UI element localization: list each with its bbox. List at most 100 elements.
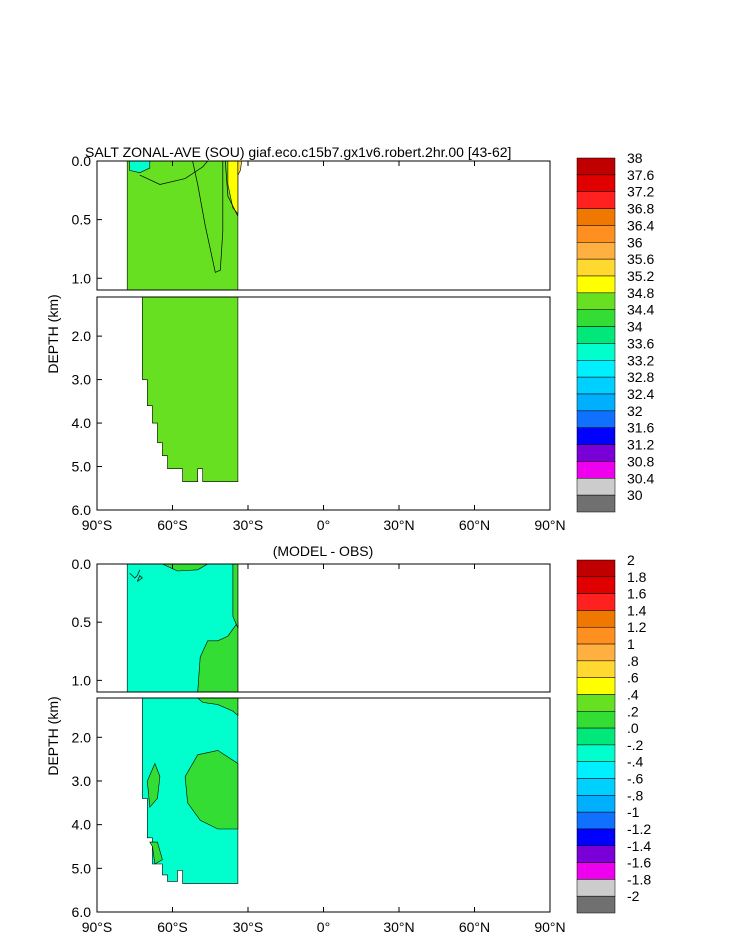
colorbar-label: -1 (627, 804, 640, 820)
colorbar-label: 1.8 (627, 569, 647, 585)
colorbar-swatch (576, 343, 616, 361)
colorbar-swatch (576, 576, 616, 594)
colorbar-swatch (576, 778, 616, 796)
x-tick-label: 60°N (459, 517, 490, 533)
colorbar-swatch (576, 461, 616, 479)
x-tick-label: 0° (317, 919, 330, 935)
colorbar-label: 35.2 (627, 268, 654, 284)
colorbar-swatch (576, 845, 616, 863)
y-tick-label: 5.0 (72, 860, 92, 876)
colorbar-swatch (576, 643, 616, 662)
colorbar-label: 38 (627, 150, 643, 166)
colorbar-swatch (576, 660, 616, 678)
colorbar-label: 1.2 (627, 619, 647, 635)
field-region (237, 161, 243, 176)
colorbar-swatch (576, 292, 616, 310)
colorbar-swatch (576, 275, 616, 294)
colorbar-label: 37.2 (627, 184, 654, 200)
colorbar-label: 34.4 (627, 302, 654, 318)
colorbar-label: 32.4 (627, 386, 654, 402)
colorbar-label: 2 (627, 552, 635, 568)
contour-line (136, 574, 143, 582)
colorbar-swatch (576, 225, 616, 243)
x-tick-label: 30°S (233, 919, 264, 935)
colorbar-label: -1.2 (627, 821, 651, 837)
colorbar-label: 34 (627, 319, 643, 335)
colorbar-label: 31.6 (627, 420, 654, 436)
field-region (232, 564, 239, 629)
colorbar-swatch (576, 494, 616, 513)
field-region (149, 841, 163, 865)
field-region (126, 161, 239, 290)
colorbar-swatch (576, 157, 616, 176)
upper-field (126, 161, 243, 290)
y-tick-label: 4.0 (72, 817, 92, 833)
x-tick-label: 90°N (534, 517, 565, 533)
lower-field (129, 698, 239, 884)
colorbar-swatch (576, 795, 616, 813)
colorbar-label: 1.4 (627, 602, 647, 618)
salinity-panel: SALT ZONAL-AVE (SOU) giaf.eco.c15b7.gx1v… (45, 144, 654, 533)
x-tick-label: 60°N (459, 919, 490, 935)
y-tick-label: 4.0 (72, 415, 92, 431)
y-axis-label: DEPTH (km) (45, 696, 61, 775)
colorbar-swatch (576, 444, 616, 462)
colorbar-swatch (576, 694, 616, 712)
x-tick-label: 30°N (383, 517, 414, 533)
colorbar-swatch (576, 242, 616, 260)
y-tick-label: 0.5 (72, 614, 92, 630)
colorbar-swatch (576, 208, 616, 226)
colorbar-swatch (576, 895, 616, 914)
colorbar-label: -.2 (627, 737, 644, 753)
y-tick-label: 0.0 (72, 556, 92, 572)
x-tick-label: 90°S (82, 517, 113, 533)
colorbar-swatch (576, 174, 616, 192)
y-tick-label: 2.0 (72, 729, 92, 745)
colorbar-label: .0 (627, 720, 639, 736)
y-tick-label: 2.0 (72, 328, 92, 344)
colorbar-label: .8 (627, 653, 639, 669)
difference-panel: (MODEL - OBS)0.00.51.02.03.04.05.06.0DEP… (45, 543, 651, 935)
field-region (146, 762, 161, 808)
x-tick-label: 90°N (534, 919, 565, 935)
contour-line (129, 569, 141, 579)
x-tick-label: 30°N (383, 919, 414, 935)
colorbar-label: 35.6 (627, 251, 654, 267)
colorbar-label: -1.4 (627, 838, 651, 854)
colorbar-label: .2 (627, 703, 639, 719)
colorbar-label: 33.2 (627, 352, 654, 368)
colorbar-swatch (576, 559, 616, 578)
colorbar-label: 34.8 (627, 285, 654, 301)
colorbar-label: 30.8 (627, 453, 654, 469)
colorbar-swatch (576, 191, 616, 209)
colorbar-swatch (576, 677, 616, 695)
x-tick-label: 30°S (233, 517, 264, 533)
y-axis-label: DEPTH (km) (45, 294, 61, 373)
x-tick-label: 90°S (82, 919, 113, 935)
field-region (129, 161, 151, 174)
field-region (184, 750, 239, 830)
colorbar-swatch (576, 727, 616, 746)
colorbar-label: 33.6 (627, 335, 654, 351)
y-tick-label: 3.0 (72, 372, 92, 388)
colorbar-label: 31.2 (627, 437, 654, 453)
colorbar-swatch (576, 811, 616, 830)
colorbar-swatch (576, 360, 616, 378)
colorbar-swatch (576, 478, 616, 496)
y-tick-label: 5.0 (72, 459, 92, 475)
lower-field (129, 297, 239, 483)
chart-title: (MODEL - OBS) (273, 543, 374, 559)
x-tick-label: 60°S (157, 919, 188, 935)
y-tick-label: 0.5 (72, 212, 92, 228)
y-tick-label: 6.0 (72, 502, 92, 518)
colorbar-label: -1.8 (627, 871, 651, 887)
colorbar-label: -1.6 (627, 855, 651, 871)
colorbar-label: 36.8 (627, 201, 654, 217)
colorbar-swatch (576, 761, 616, 779)
contour-line (139, 161, 208, 185)
colorbar-swatch (576, 862, 616, 880)
colorbar-swatch (576, 427, 616, 445)
contour-line (192, 161, 224, 273)
colorbar-label: 1 (627, 636, 635, 652)
